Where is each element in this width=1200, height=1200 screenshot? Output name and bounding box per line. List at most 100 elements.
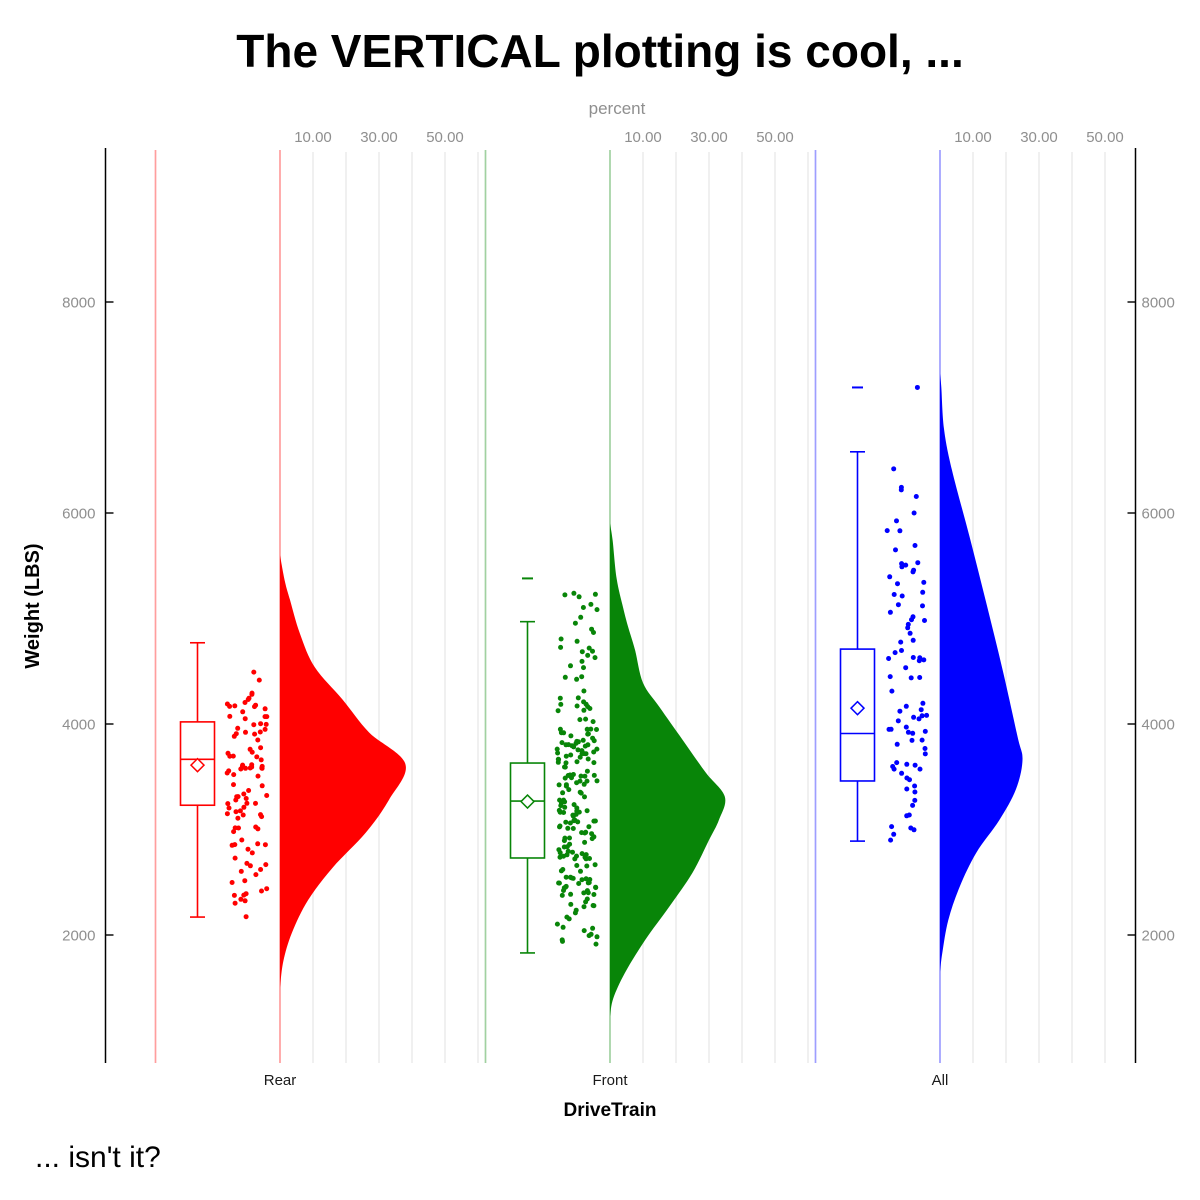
data-point — [903, 703, 909, 709]
data-point — [559, 740, 565, 746]
data-point — [241, 791, 247, 797]
data-point — [243, 796, 249, 801]
data-point — [262, 842, 268, 848]
data-point — [912, 543, 918, 548]
data-point — [908, 675, 914, 681]
violin-front — [610, 523, 726, 1017]
data-point — [889, 824, 895, 830]
data-point — [238, 868, 244, 874]
data-point — [887, 674, 893, 680]
data-point — [905, 621, 911, 627]
data-point — [238, 896, 244, 902]
data-point — [585, 890, 591, 896]
data-point — [899, 648, 904, 653]
data-point — [563, 760, 569, 766]
data-point — [899, 770, 905, 776]
data-point — [263, 862, 269, 868]
data-point — [889, 688, 895, 694]
data-point — [584, 726, 590, 732]
data-point — [907, 630, 913, 636]
data-point — [899, 561, 905, 567]
data-point — [922, 746, 928, 751]
data-point — [922, 751, 928, 757]
data-point — [560, 938, 565, 944]
data-point — [558, 701, 564, 707]
data-point — [904, 761, 910, 767]
data-point — [255, 841, 261, 847]
data-point — [249, 850, 255, 856]
data-point — [571, 818, 577, 824]
data-point — [581, 688, 587, 694]
data-point — [231, 829, 237, 835]
data-point — [886, 656, 892, 661]
data-point — [244, 800, 250, 806]
data-point — [568, 752, 574, 758]
mean-diamond-all — [849, 700, 866, 716]
data-point — [581, 928, 587, 934]
data-point — [233, 797, 239, 803]
data-point — [574, 808, 580, 814]
data-point — [253, 800, 258, 806]
data-point — [574, 676, 580, 682]
data-point — [559, 892, 565, 898]
data-point — [562, 764, 568, 770]
y-tick-label-right: 2000 — [1142, 928, 1175, 945]
data-point — [913, 494, 919, 499]
data-point — [242, 716, 248, 722]
data-point — [264, 886, 270, 892]
data-point — [584, 768, 590, 774]
data-point — [582, 773, 588, 779]
percent-tick-label: 50.00 — [426, 129, 464, 146]
y-tick-label-right: 4000 — [1142, 717, 1175, 734]
data-point — [255, 737, 261, 743]
data-point — [590, 719, 596, 725]
data-point — [245, 846, 251, 852]
data-point — [592, 862, 598, 868]
data-point — [594, 727, 599, 732]
data-point — [581, 890, 587, 896]
data-point — [891, 831, 897, 837]
data-point — [233, 809, 239, 815]
data-point — [568, 733, 574, 739]
data-point — [256, 677, 262, 683]
data-point — [594, 746, 600, 752]
data-point — [888, 837, 894, 843]
data-point — [264, 793, 270, 798]
data-point — [574, 863, 580, 868]
data-point — [246, 788, 252, 793]
category-label-front: Front — [592, 1072, 628, 1089]
data-point — [578, 614, 584, 620]
data-point — [581, 904, 587, 910]
data-point — [582, 830, 588, 836]
data-point — [579, 649, 585, 655]
data-point — [242, 700, 248, 705]
strip-points-rear — [224, 669, 270, 920]
data-point — [225, 801, 231, 807]
data-point — [231, 733, 237, 739]
y-tick-label-left: 8000 — [62, 295, 95, 312]
data-point — [583, 716, 589, 722]
data-point — [897, 528, 903, 534]
data-point — [249, 691, 255, 697]
data-point — [910, 802, 916, 808]
percent-tick-label: 50.00 — [1086, 129, 1124, 146]
violin-all — [940, 373, 1023, 972]
data-point — [560, 790, 566, 796]
data-point — [910, 614, 916, 620]
data-point-outlier — [914, 384, 920, 390]
data-point — [585, 652, 591, 658]
data-point — [587, 706, 593, 711]
data-point — [239, 837, 245, 843]
data-point — [898, 487, 904, 493]
data-point — [262, 726, 268, 732]
data-point — [921, 657, 927, 663]
data-point — [578, 868, 583, 874]
data-point — [583, 876, 589, 882]
data-point — [259, 814, 265, 820]
data-point — [571, 590, 577, 596]
data-point — [912, 789, 918, 795]
data-point — [574, 759, 580, 765]
data-point — [574, 739, 580, 745]
mean-diamond-front — [519, 793, 536, 810]
data-point — [247, 746, 253, 752]
